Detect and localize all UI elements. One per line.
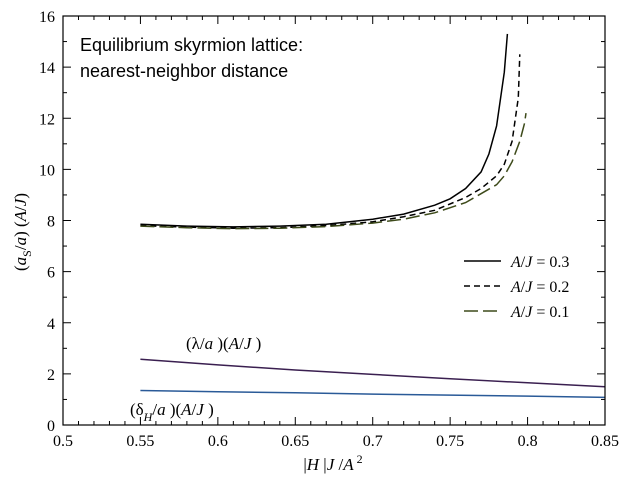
y-tick-label: 12	[39, 111, 55, 128]
y-axis-label: (aS/a) (A/J)	[11, 193, 34, 271]
x-tick-label: 0.5	[53, 433, 73, 450]
series-line-3	[140, 113, 526, 229]
y-tick-label: 4	[47, 316, 55, 333]
legend-label-0.1: A/J = 0.1	[510, 304, 569, 321]
y-tick-label: 8	[47, 214, 55, 231]
x-tick-label: 0.7	[363, 433, 383, 450]
title-line-2: nearest-neighbor distance	[80, 61, 288, 81]
y-tick-label: 14	[39, 60, 55, 77]
legend: A/J = 0.3 A/J = 0.2 A/J = 0.1	[464, 254, 569, 321]
x-tick-label: 0.55	[126, 433, 154, 450]
delta-curve-label: (δH/a )(A/J )	[130, 400, 214, 424]
legend-label-0.2: A/J = 0.2	[510, 279, 569, 296]
lambda-curve-label: (λ/a )(A/J )	[186, 334, 261, 353]
x-tick-label: 0.6	[208, 433, 228, 450]
x-tick-label: 0.85	[591, 433, 619, 450]
legend-label-0.3: A/J = 0.3	[510, 254, 569, 271]
y-tick-label: 16	[39, 9, 55, 26]
delta-curve	[140, 391, 605, 398]
x-tick-label: 0.8	[518, 433, 538, 450]
y-tick-label: 6	[47, 265, 55, 282]
y-tick-label: 0	[47, 418, 55, 435]
y-tick-label: 2	[47, 367, 55, 384]
y-tick-label: 10	[39, 162, 55, 179]
x-axis-label: |H |J /A 2	[303, 452, 362, 474]
x-tick-label: 0.65	[281, 433, 309, 450]
title-line-1: Equilibrium skyrmion lattice:	[80, 35, 303, 55]
x-tick-label: 0.75	[436, 433, 464, 450]
lambda-curve	[140, 359, 605, 386]
